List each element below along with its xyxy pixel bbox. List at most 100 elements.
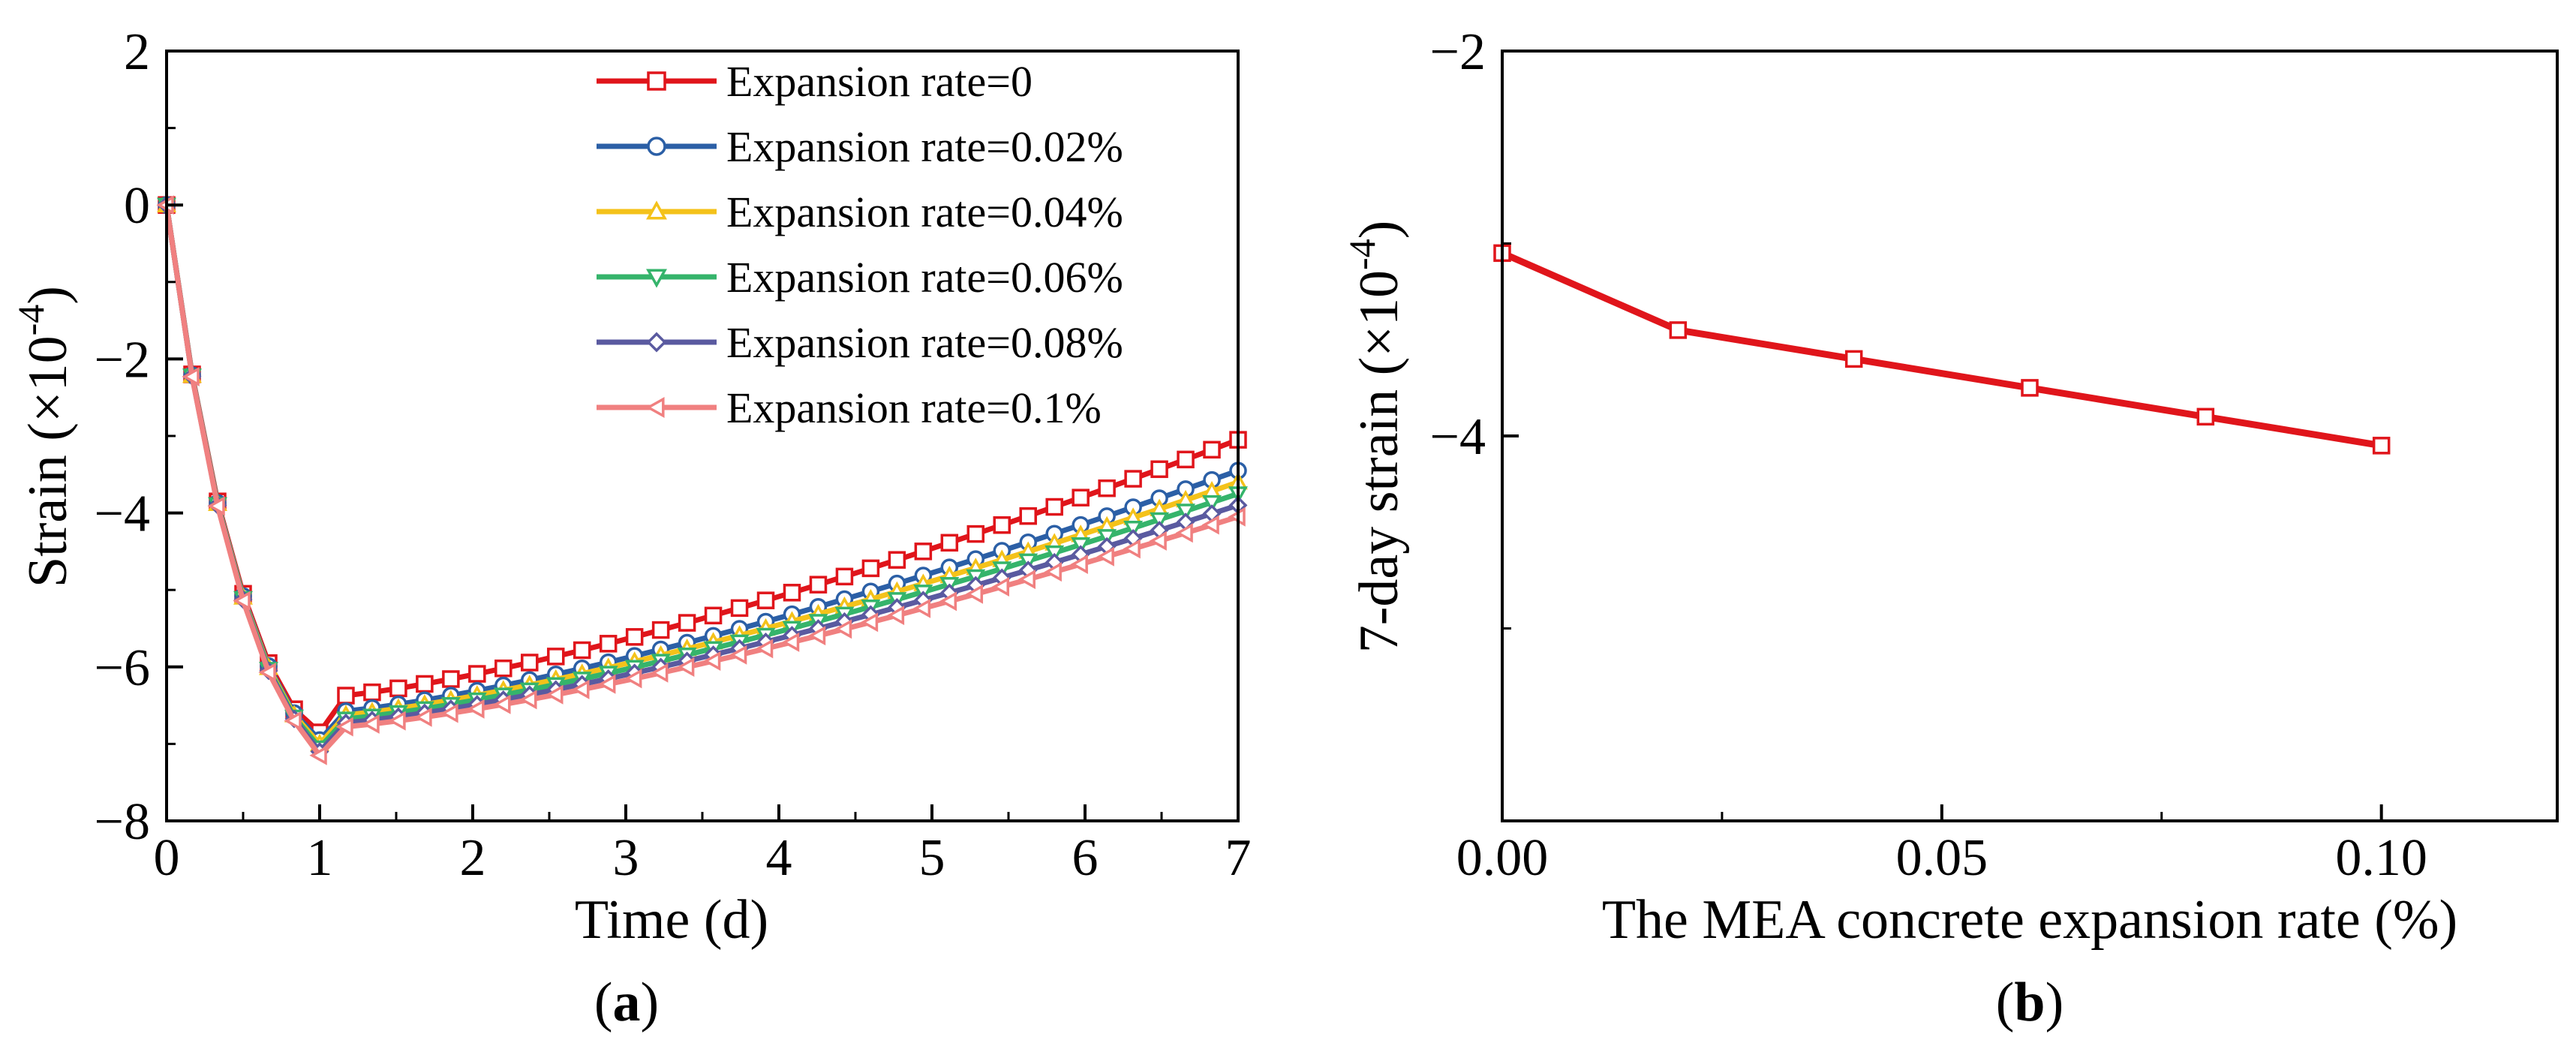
panel-a-data-point bbox=[912, 598, 931, 618]
panel-a-x-tick-label: 7 bbox=[1225, 829, 1252, 887]
panel-a-data-point bbox=[337, 687, 355, 705]
panel-a-data-point bbox=[991, 577, 1010, 597]
panel-a-plot-area bbox=[156, 194, 1248, 765]
panel-a-data-point bbox=[335, 717, 353, 737]
panel-b-y-tick-label: −4 bbox=[1430, 408, 1486, 466]
panel-a-legend-marker bbox=[647, 71, 666, 91]
panel-b-data-point bbox=[2021, 379, 2039, 397]
panel-a-y-tick-label: −6 bbox=[95, 639, 150, 697]
panel-a-x-tick-label: 5 bbox=[919, 829, 945, 887]
panel-a-data-point bbox=[182, 367, 200, 386]
panel-a-data-point bbox=[388, 711, 406, 731]
panel-b-data-point bbox=[2196, 407, 2215, 426]
panel-a-chart: 0 1 2 3 4 5 6 7 2 0 −2 −4 −6 −8 Time (d) Strain (×10… bbox=[10, 23, 1252, 951]
panel-a-legend-marker bbox=[646, 332, 667, 353]
panel-a-y-tick-label: 2 bbox=[124, 23, 150, 81]
panel-a-data-point bbox=[1070, 555, 1088, 574]
panel-a-data-point bbox=[284, 711, 302, 731]
panel-a-data-point bbox=[886, 606, 905, 626]
panel-a-legend-label: Expansion rate=0 bbox=[726, 57, 1033, 106]
panel-a-data-point bbox=[468, 665, 486, 683]
panel-a-x-tick-label: 1 bbox=[307, 829, 333, 887]
panel-a-data-point bbox=[1203, 440, 1221, 459]
panel-a-data-point bbox=[363, 683, 381, 702]
panel-a-data-point bbox=[781, 632, 800, 652]
panel-b-x-tick-label: 0.05 bbox=[1896, 829, 1988, 887]
panel-a-data-point bbox=[598, 674, 616, 694]
panel-a-legend-label: Expansion rate=0.08% bbox=[726, 318, 1123, 367]
panel-a-data-point bbox=[861, 559, 880, 578]
panel-a-data-point bbox=[755, 639, 774, 659]
panel-a-legend-label: Expansion rate=0.02% bbox=[726, 122, 1123, 171]
panel-a-data-point bbox=[1150, 460, 1168, 479]
panel-a-data-point bbox=[573, 641, 591, 660]
panel-a-y-label: Strain (×10-4) bbox=[10, 286, 79, 588]
panel-a-data-point bbox=[207, 496, 225, 516]
panel-a-data-point bbox=[730, 599, 749, 618]
panel-a-data-point bbox=[940, 534, 959, 552]
panel-a-legend-label: Expansion rate=0.06% bbox=[726, 253, 1123, 302]
panel-a-data-point bbox=[494, 659, 512, 678]
panel-a-data-point bbox=[1149, 531, 1167, 551]
panel-a-y-tick-label: 0 bbox=[124, 177, 150, 235]
panel-b-frame bbox=[1501, 50, 2559, 822]
panel-a-data-point bbox=[1123, 539, 1141, 559]
panel-a-data-point bbox=[1124, 470, 1142, 488]
panel-b-data-point bbox=[1844, 350, 1863, 368]
panel-a-data-point bbox=[834, 619, 852, 639]
panel-b-y-axis: −2 −4 bbox=[1430, 23, 1519, 630]
panel-a-x-tick-label: 2 bbox=[460, 829, 486, 887]
panel-a-data-point bbox=[729, 645, 747, 665]
panel-a-legend-label: Expansion rate=0.04% bbox=[726, 188, 1123, 236]
panel-a-data-point bbox=[521, 654, 539, 672]
panel-a-legend-marker bbox=[646, 200, 667, 220]
panel-b-label: (b) bbox=[1996, 972, 2064, 1033]
panel-a-data-point bbox=[546, 684, 564, 705]
panel-a-data-point bbox=[835, 567, 854, 586]
panel-a-data-point bbox=[756, 591, 775, 609]
panel-a-x-label: Time (d) bbox=[575, 889, 768, 951]
panel-a-legend-marker bbox=[645, 397, 665, 418]
panel-a-data-point bbox=[702, 651, 721, 671]
panel-a-x-tick-label: 0 bbox=[154, 829, 180, 887]
panel-a-data-point bbox=[1175, 523, 1193, 543]
panel-a-data-point bbox=[783, 584, 801, 602]
panel-a-y-tick-label: −2 bbox=[95, 331, 150, 389]
panel-b-chart: 0.00 0.05 0.10 −2 −4 The MEA concrete expan… bbox=[1341, 23, 2559, 951]
panel-a-data-point bbox=[1202, 494, 1222, 513]
panel-b-x-tick-label: 0.10 bbox=[2335, 829, 2427, 887]
panel-a-data-point bbox=[442, 670, 460, 688]
panel-a-data-point bbox=[1044, 562, 1062, 582]
panel-a-x-tick-label: 6 bbox=[1072, 829, 1099, 887]
panel-a-label: (a) bbox=[594, 972, 659, 1033]
panel-a-data-point bbox=[1098, 479, 1116, 497]
panel-a-data-point bbox=[389, 679, 407, 698]
panel-a-data-point bbox=[860, 612, 879, 633]
panel-a-legend: Expansion rate=0 Expansion rate=0.02% Expa… bbox=[597, 57, 1123, 432]
panel-a-x-tick-label: 4 bbox=[766, 829, 792, 887]
panel-a-y-tick-label: −4 bbox=[95, 485, 150, 543]
panel-a-data-point bbox=[965, 584, 984, 604]
panel-a-data-point bbox=[807, 626, 826, 646]
panel-a-data-point bbox=[966, 525, 985, 543]
panel-a-data-point bbox=[440, 703, 458, 723]
panel-a-y-axis: 2 0 −2 −4 −6 −8 bbox=[95, 23, 183, 851]
panel-a-data-point bbox=[914, 543, 933, 561]
panel-a-data-point bbox=[676, 657, 695, 677]
panel-a-data-point bbox=[625, 628, 644, 646]
panel-a-data-point bbox=[704, 606, 723, 625]
panel-b-y-label: 7-day strain (×10-4) bbox=[1341, 221, 1410, 654]
panel-a-data-point bbox=[1096, 546, 1114, 567]
panel-a-data-point bbox=[651, 621, 670, 639]
panel-a-legend-label: Expansion rate=0.1% bbox=[726, 383, 1102, 432]
panel-a-data-point bbox=[416, 675, 434, 693]
panel-b-x-tick-label: 0.00 bbox=[1456, 829, 1549, 887]
panel-a-y-tick-label: −8 bbox=[95, 793, 150, 851]
panel-a-data-point bbox=[414, 707, 432, 727]
panel-b-data-point bbox=[1669, 321, 1688, 339]
panel-b-plot-area bbox=[1493, 244, 2391, 455]
panel-a-data-point bbox=[1177, 450, 1195, 469]
panel-b-x-label: The MEA concrete expansion rate (%) bbox=[1602, 889, 2457, 951]
panel-a-data-point bbox=[362, 714, 380, 734]
